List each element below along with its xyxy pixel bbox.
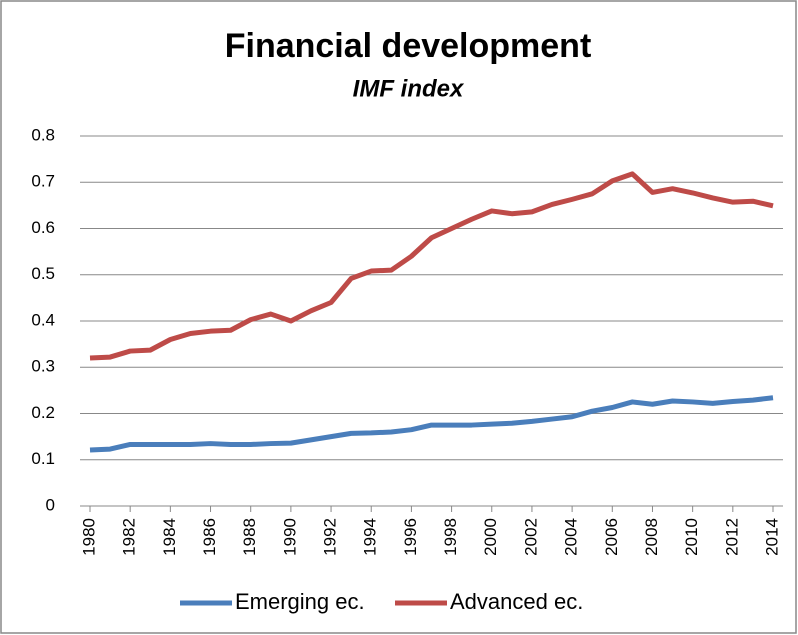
y-tick-label: 0.7: [31, 172, 55, 191]
x-tick-label: 2010: [682, 518, 701, 556]
x-tick-label: 1994: [361, 518, 380, 556]
x-tick-label: 1980: [79, 518, 98, 556]
x-tick-label: 2008: [642, 518, 661, 556]
x-tick-label: 1986: [200, 518, 219, 556]
x-tick-label: 1992: [321, 518, 340, 556]
y-tick-label: 0: [46, 495, 55, 514]
series-line: [89, 171, 774, 361]
x-tick-label: 1998: [441, 518, 460, 556]
series-line: [89, 395, 774, 453]
y-tick-label: 0.3: [31, 357, 55, 376]
x-tick-label: 2002: [521, 518, 540, 556]
x-tick-label: 1996: [401, 518, 420, 556]
x-tick-label: 2004: [562, 518, 581, 556]
y-tick-label: 0.8: [31, 125, 55, 144]
y-tick-label: 0.5: [31, 264, 55, 283]
x-tick-label: 2000: [481, 518, 500, 556]
chart-subtitle: IMF index: [353, 75, 465, 102]
y-tick-label: 0.1: [31, 449, 55, 468]
y-tick-label: 0.4: [31, 310, 55, 329]
x-tick-label: 1984: [160, 518, 179, 556]
chart-title: Financial development: [225, 27, 592, 65]
x-tick-label: 2012: [722, 518, 741, 556]
legend-label: Emerging ec.: [235, 589, 365, 614]
legend-label: Advanced ec.: [450, 589, 583, 614]
x-tick-label: 1990: [280, 518, 299, 556]
x-tick-label: 1982: [120, 518, 139, 556]
x-tick-label: 1988: [240, 518, 259, 556]
x-tick-label: 2006: [602, 518, 621, 556]
x-tick-label: 2014: [762, 518, 781, 556]
y-tick-label: 0.6: [31, 218, 55, 237]
y-tick-label: 0.2: [31, 403, 55, 422]
